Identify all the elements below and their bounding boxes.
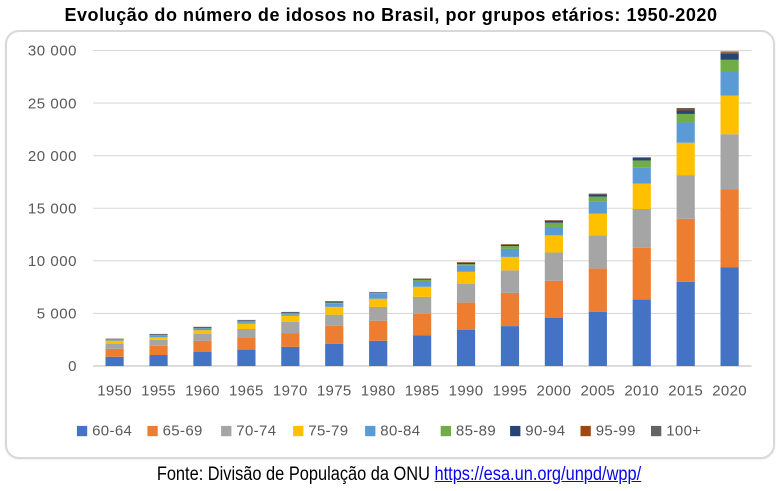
- svg-text:1985: 1985: [405, 383, 440, 400]
- svg-text:1995: 1995: [493, 383, 528, 400]
- svg-text:1955: 1955: [141, 383, 176, 400]
- svg-text:75-79: 75-79: [308, 422, 348, 439]
- svg-text:1965: 1965: [229, 383, 264, 400]
- svg-text:25 000: 25 000: [28, 95, 77, 112]
- svg-text:1970: 1970: [273, 383, 308, 400]
- svg-text:0: 0: [68, 358, 77, 375]
- svg-text:90-94: 90-94: [525, 422, 565, 439]
- svg-text:1975: 1975: [317, 383, 352, 400]
- svg-text:95-99: 95-99: [596, 422, 636, 439]
- svg-text:5 000: 5 000: [37, 306, 77, 323]
- svg-text:30 000: 30 000: [28, 43, 77, 60]
- svg-text:1950: 1950: [97, 383, 132, 400]
- svg-text:85-89: 85-89: [456, 422, 496, 439]
- svg-text:80-84: 80-84: [380, 422, 420, 439]
- svg-text:70-74: 70-74: [236, 422, 276, 439]
- svg-text:2020: 2020: [712, 383, 747, 400]
- svg-text:1980: 1980: [361, 383, 396, 400]
- svg-text:20 000: 20 000: [28, 148, 77, 165]
- svg-text:1960: 1960: [185, 383, 220, 400]
- svg-text:1990: 1990: [449, 383, 484, 400]
- svg-text:2015: 2015: [668, 383, 703, 400]
- svg-text:2010: 2010: [624, 383, 659, 400]
- svg-text:2000: 2000: [537, 383, 572, 400]
- svg-text:2005: 2005: [580, 383, 615, 400]
- svg-text:60-64: 60-64: [92, 422, 132, 439]
- svg-text:100+: 100+: [666, 422, 701, 439]
- svg-text:10 000: 10 000: [28, 253, 77, 270]
- svg-text:65-69: 65-69: [163, 422, 203, 439]
- svg-text:15 000: 15 000: [28, 200, 77, 217]
